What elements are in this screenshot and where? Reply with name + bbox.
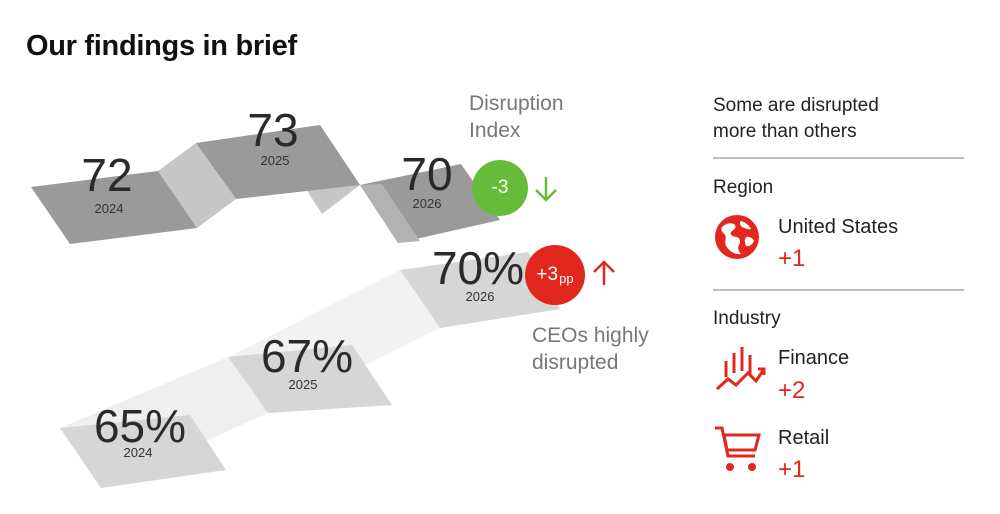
divider bbox=[713, 157, 964, 159]
disruption-index-label: Disruption Index bbox=[469, 92, 564, 142]
ceos-value-2024: 65% bbox=[93, 400, 187, 452]
ceos-disrupted-label: CEOs highly disrupted bbox=[532, 324, 649, 374]
disruption-change-badge: -3 bbox=[472, 160, 528, 216]
disruption-year-2026: 2026 bbox=[412, 196, 442, 211]
arrow-up-icon bbox=[593, 260, 615, 285]
shopping-cart-icon bbox=[715, 426, 761, 471]
ceos-year-2026: 2026 bbox=[465, 289, 495, 304]
disruption-year-2025: 2025 bbox=[260, 153, 290, 168]
disruption-value-2026: 70 bbox=[401, 148, 453, 200]
industry-item-value-finance: +2 bbox=[778, 377, 806, 404]
page-title: Our findings in brief bbox=[26, 30, 297, 62]
disruption-ribbon bbox=[31, 125, 500, 244]
ceos-value-2025: 67% bbox=[260, 330, 354, 382]
arrow-down-icon bbox=[535, 177, 557, 202]
right-panel-heading: Some are disrupted more than others bbox=[713, 95, 879, 142]
ceos-change-badge: +3 pp bbox=[525, 245, 585, 305]
ceos-value-2026: 70% bbox=[431, 242, 525, 294]
industry-item-value-retail: +1 bbox=[778, 456, 806, 483]
ceos-year-2024: 2024 bbox=[123, 445, 153, 460]
region-item-value: +1 bbox=[778, 245, 806, 272]
region-item-label: United States bbox=[778, 216, 899, 238]
disruption-value-2024: 72 bbox=[81, 149, 133, 201]
disruption-year-2024: 2024 bbox=[94, 201, 124, 216]
industry-item-label-finance: Finance bbox=[778, 347, 850, 369]
finance-chart-icon bbox=[715, 347, 766, 391]
ceos-ribbon bbox=[60, 252, 560, 488]
ceos-year-2025: 2025 bbox=[288, 377, 318, 392]
region-heading: Region bbox=[713, 177, 774, 198]
industry-item-label-retail: Retail bbox=[778, 427, 830, 449]
disruption-value-2025: 73 bbox=[247, 104, 299, 156]
globe-icon bbox=[715, 215, 759, 259]
industry-heading: Industry bbox=[713, 308, 781, 329]
divider bbox=[713, 289, 964, 291]
